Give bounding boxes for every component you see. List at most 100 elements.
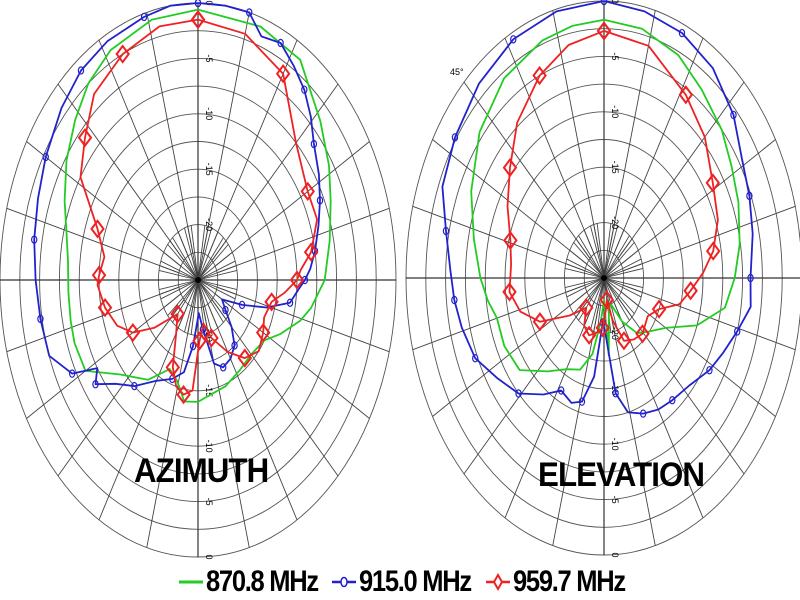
legend-item-915: 915.0 MHz <box>331 565 472 599</box>
diamond-marker-icon <box>678 85 694 105</box>
diamond-marker-icon <box>651 299 667 319</box>
diamond-marker-icon <box>97 297 113 318</box>
circle-marker-icon <box>92 380 99 389</box>
circle-marker-icon <box>222 305 229 315</box>
diamond-marker-icon <box>125 322 141 343</box>
radial-tick-label: 0 <box>610 552 620 557</box>
circle-marker-icon <box>332 576 357 588</box>
radial-tick-label: -5 <box>610 52 620 60</box>
circle-marker-icon <box>140 12 148 22</box>
circle-marker-icon <box>231 341 238 350</box>
diamond-marker-icon <box>204 328 219 348</box>
diamond-marker-icon <box>170 304 185 324</box>
circle-marker-icon <box>472 354 479 363</box>
series-8708 <box>470 18 741 373</box>
diamond-marker-icon <box>581 325 597 345</box>
diamond-marker-icon <box>503 230 518 251</box>
diamond-marker-icon <box>264 292 279 312</box>
radial-tick-label: -5 <box>610 496 620 504</box>
radial-tick-label: -10 <box>204 107 214 120</box>
line-swatch-icon <box>178 580 203 584</box>
series-9597 <box>502 21 721 351</box>
diamond-marker-icon <box>532 65 547 86</box>
circle-marker-icon <box>442 226 450 236</box>
circle-marker-icon <box>77 66 85 75</box>
diamond-marker-icon <box>90 219 105 239</box>
radial-tick-label: -20 <box>610 327 620 340</box>
radial-tick-label: -10 <box>610 438 620 451</box>
diamond-marker-icon <box>595 318 611 338</box>
circle-marker-icon <box>451 295 458 305</box>
diamond-marker-icon <box>300 181 315 202</box>
circle-marker-icon <box>310 139 318 149</box>
diamond-marker-icon <box>616 331 632 351</box>
circle-marker-icon <box>600 0 608 6</box>
diamond-marker-icon <box>502 282 517 302</box>
polar-grid: 00-5-5-10-10-15-15-20-20 <box>405 0 800 558</box>
circle-marker-icon <box>42 152 49 162</box>
circle-marker-icon <box>194 0 202 8</box>
diamond-marker-icon <box>115 44 130 64</box>
circle-marker-icon <box>301 85 308 94</box>
diamond-marker-icon <box>255 322 271 343</box>
diamond-marker-icon <box>635 324 650 344</box>
radial-tick-label: 0 <box>204 0 214 5</box>
diamond-marker-icon <box>77 127 93 148</box>
circle-marker-icon <box>131 381 138 391</box>
diamond-marker-icon <box>683 281 698 301</box>
diamond-marker-icon <box>599 290 615 310</box>
circle-marker-icon <box>451 133 459 142</box>
legend-label: 870.8 MHz <box>205 565 319 598</box>
circle-marker-icon <box>746 191 753 201</box>
circle-marker-icon <box>612 389 619 398</box>
diamond-marker-icon <box>485 572 510 592</box>
angle-label-45: 45° <box>450 67 464 77</box>
diamond-marker-icon <box>303 242 319 262</box>
radial-tick-label: -20 <box>610 216 620 229</box>
circle-marker-icon <box>639 409 647 418</box>
circle-marker-icon <box>246 8 253 17</box>
circle-marker-icon <box>238 300 246 310</box>
circle-marker-icon <box>669 396 676 405</box>
series-9150 <box>441 0 754 418</box>
circle-marker-icon <box>747 273 754 283</box>
diamond-marker-icon <box>91 265 107 285</box>
circle-marker-icon <box>678 28 686 38</box>
circle-marker-icon <box>220 363 227 372</box>
radial-tick-label: 0 <box>204 554 214 559</box>
radial-tick-label: -10 <box>204 440 214 453</box>
diamond-marker-icon <box>289 270 305 290</box>
circle-marker-icon <box>706 365 713 375</box>
diamond-marker-icon <box>165 357 181 377</box>
legend-item-959: 959.7 MHz <box>485 565 626 599</box>
elevation-title: ELEVATION <box>538 456 705 494</box>
radial-tick-label: -15 <box>204 384 214 397</box>
legend-label: 915.0 MHz <box>359 565 472 598</box>
diamond-marker-icon <box>705 173 721 193</box>
elevation-polar-plot: 00-5-5-10-10-15-15-20-20 <box>405 0 800 558</box>
radial-tick-label: -10 <box>610 105 620 118</box>
radial-tick-label: -5 <box>204 54 214 62</box>
circle-marker-icon <box>515 389 522 398</box>
radial-tick-label: 0 <box>610 0 620 4</box>
circle-marker-icon <box>730 110 737 120</box>
circle-marker-icon <box>286 298 294 307</box>
radial-tick-label: -5 <box>204 498 214 506</box>
diamond-marker-icon <box>275 64 291 84</box>
diamond-marker-icon <box>192 331 207 351</box>
radial-tick-label: -20 <box>204 329 214 342</box>
legend-label: 959.7 MHz <box>512 565 626 598</box>
azimuth-title: AZIMUTH <box>134 452 269 490</box>
diamond-marker-icon <box>705 241 721 261</box>
circle-marker-icon <box>578 397 586 406</box>
azimuth-polar-plot: 0 0 -5 -5 -10 -10 -15 -15 -20 -20 <box>0 0 397 560</box>
circle-marker-icon <box>558 386 565 395</box>
diamond-marker-icon <box>237 348 253 368</box>
circle-marker-icon <box>68 369 76 378</box>
series-9597 <box>77 9 319 405</box>
legend: 870.8 MHz 915.0 MHz 959.7 MHz <box>0 564 800 600</box>
diamond-marker-icon <box>596 21 612 41</box>
circle-marker-icon <box>31 235 38 244</box>
circle-marker-icon <box>189 341 197 351</box>
circle-marker-icon <box>316 196 324 205</box>
